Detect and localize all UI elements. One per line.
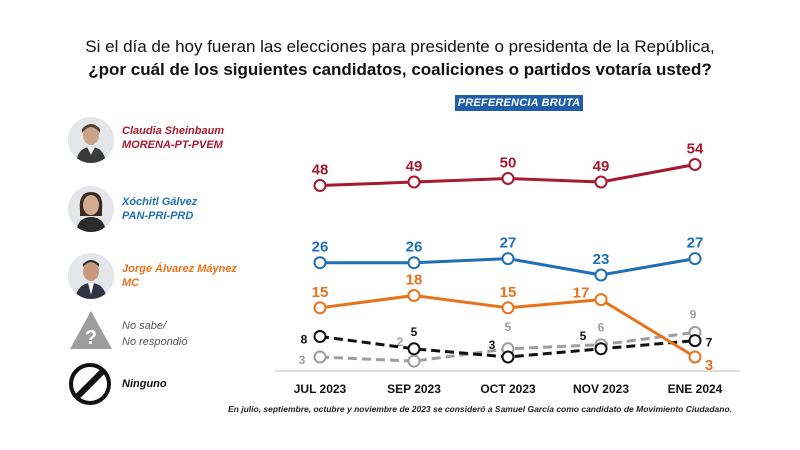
x-tick-label: ENE 2024 — [668, 382, 723, 396]
data-label: 9 — [690, 307, 697, 321]
sheinbaum-avatar — [68, 117, 114, 163]
x-tick-label: JUL 2023 — [294, 382, 347, 396]
data-point — [501, 301, 515, 315]
data-point — [407, 256, 421, 270]
question-triangle-icon: ? — [70, 311, 112, 349]
maynez-avatar — [68, 253, 114, 299]
x-tick-label: OCT 2023 — [480, 382, 536, 396]
ninguno-label: Ninguno — [122, 378, 167, 390]
data-point — [594, 293, 608, 307]
galvez-avatar — [68, 186, 114, 232]
data-label: 27 — [687, 235, 704, 252]
data-point — [313, 330, 327, 343]
data-point — [594, 342, 608, 356]
data-label: 50 — [500, 155, 517, 172]
data-label: 3 — [489, 338, 496, 352]
data-label: 17 — [573, 285, 590, 302]
data-point — [407, 289, 421, 302]
title-line-2: ¿por cuál de los siguientes candidatos, … — [88, 60, 712, 79]
data-point — [313, 350, 327, 364]
data-point — [407, 342, 421, 356]
person-icon — [68, 186, 114, 232]
x-tick-label: SEP 2023 — [387, 382, 441, 396]
data-label: 7 — [706, 336, 713, 350]
data-point — [688, 158, 702, 171]
data-point — [407, 175, 421, 189]
data-label: 15 — [312, 284, 329, 301]
maynez-party: MC — [122, 277, 140, 289]
data-point — [407, 354, 421, 368]
data-label: 49 — [593, 158, 610, 175]
person-icon — [68, 253, 114, 299]
data-point — [688, 252, 702, 266]
data-label: 5 — [505, 320, 512, 334]
data-point — [688, 334, 702, 348]
data-label: 54 — [687, 141, 704, 158]
person-icon — [68, 117, 114, 163]
preferencia-badge: PREFERENCIA BRUTA — [455, 95, 583, 111]
data-label: 27 — [500, 235, 517, 252]
data-point — [313, 301, 327, 315]
title-line-1: Si el día de hoy fueran las elecciones p… — [85, 37, 715, 56]
data-point — [594, 175, 608, 189]
data-label: 3 — [299, 353, 306, 367]
data-point — [313, 256, 327, 270]
galvez-name: Xóchitl Gálvez — [122, 196, 198, 208]
data-point — [501, 350, 515, 364]
maynez-name: Jorge Álvarez Máynez — [122, 263, 237, 275]
data-label: 48 — [312, 162, 329, 179]
data-label: 3 — [705, 357, 713, 374]
data-label: 26 — [312, 239, 329, 256]
galvez-party: PAN-PRI-PRD — [122, 210, 194, 222]
data-point — [501, 172, 515, 185]
data-label: 15 — [500, 284, 517, 301]
nosabe-line1: No sabe/ — [122, 320, 167, 332]
sheinbaum-name: Claudia Sheinbaum — [122, 125, 225, 137]
data-label: 23 — [593, 251, 610, 268]
data-point — [688, 350, 702, 364]
data-label: 5 — [411, 325, 418, 339]
data-point — [594, 268, 608, 282]
nosabe-line2: No respondió — [122, 336, 188, 348]
ninguno-icon — [69, 363, 111, 405]
data-label: 8 — [301, 333, 308, 347]
data-point — [313, 179, 327, 192]
data-label: 2 — [397, 335, 404, 349]
svg-text:?: ? — [85, 327, 97, 349]
data-label: 49 — [406, 158, 423, 175]
footnote: En julio, septiembre, octubre y noviembr… — [228, 404, 732, 414]
data-label: 6 — [598, 321, 605, 335]
data-point — [501, 252, 515, 266]
data-label: 26 — [406, 239, 423, 256]
data-label: 5 — [580, 329, 587, 343]
data-label: 18 — [406, 272, 423, 289]
sheinbaum-party: MORENA-PT-PVEM — [122, 139, 223, 151]
x-tick-label: NOV 2023 — [573, 382, 629, 396]
